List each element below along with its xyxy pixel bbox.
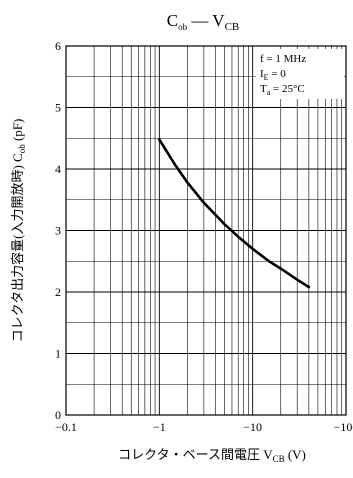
- x-tick-label: −100: [334, 420, 353, 434]
- condition-frequency: f = 1 MHz: [260, 53, 306, 65]
- chart-title: Cob — VCB: [167, 11, 240, 33]
- y-tick-label: 0: [55, 408, 61, 422]
- condition-ie-symbol: I: [260, 68, 264, 80]
- condition-ta-symbol: T: [260, 83, 267, 95]
- title-separator: —: [187, 11, 212, 30]
- series-line: [158, 138, 311, 289]
- x-axis-label: コレクタ・ベース間電圧 VCB (V): [118, 447, 306, 464]
- title-sub-2: CB: [225, 21, 240, 33]
- y-axis-label-unit: (pF): [10, 119, 25, 145]
- y-tick-label: 3: [55, 224, 61, 238]
- condition-emitter-current: IE = 0: [260, 68, 286, 82]
- tick-labels: −0.1 −1 −10 −100 0 1 2 3 4 5 6: [55, 39, 353, 434]
- title-sub-1: ob: [178, 22, 188, 32]
- y-tick-label: 4: [55, 162, 61, 176]
- condition-ie-value: = 0: [269, 68, 287, 80]
- x-axis-label-text: コレクタ・ベース間電圧 V: [118, 447, 273, 462]
- y-axis-label-sub: ob: [17, 144, 27, 154]
- y-tick-label: 2: [55, 285, 61, 299]
- y-tick-label: 6: [55, 39, 61, 53]
- title-symbol-2: V: [212, 11, 225, 30]
- y-axis-label-text: コレクタ出力容量(入力開放時) C: [10, 153, 25, 342]
- grid: [65, 45, 346, 416]
- x-tick-label: −0.1: [55, 420, 77, 434]
- x-tick-label: −10: [243, 420, 262, 434]
- conditions-box: [256, 49, 344, 99]
- x-axis-label-unit: (V): [285, 447, 306, 462]
- title-symbol-1: C: [167, 11, 178, 30]
- plot-frame: [65, 45, 347, 416]
- condition-ta-sub: a: [267, 88, 271, 97]
- y-tick-label: 5: [55, 101, 61, 115]
- curve-layer: [158, 138, 311, 289]
- condition-ie-sub: E: [264, 73, 269, 82]
- y-axis-label: コレクタ出力容量(入力開放時) Cob (pF): [10, 119, 27, 343]
- condition-frequency-text: f = 1 MHz: [260, 53, 306, 65]
- x-tick-label: −1: [153, 420, 166, 434]
- condition-ta-value: = 25°C: [270, 83, 304, 95]
- y-tick-label: 1: [55, 347, 61, 361]
- condition-ambient-temperature: Ta = 25°C: [260, 83, 305, 97]
- x-axis-label-sub: CB: [273, 454, 285, 464]
